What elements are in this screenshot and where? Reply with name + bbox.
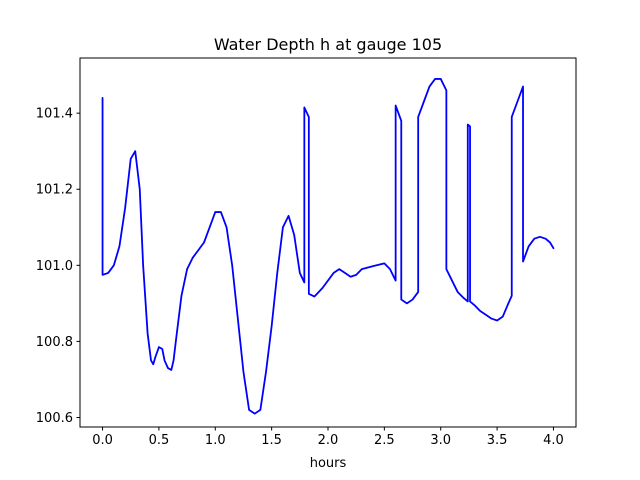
x-tick-label: 2.5 <box>374 433 395 448</box>
y-tick-label: 101.0 <box>36 259 73 274</box>
y-tick-label: 101.2 <box>36 183 73 198</box>
x-tick-label: 0.5 <box>149 433 170 448</box>
x-tick-label: 3.5 <box>487 433 508 448</box>
x-tick-label: 3.0 <box>430 433 451 448</box>
y-axis-ticks: 100.6 100.8 101.0 101.2 101.4 <box>36 107 80 426</box>
axes-frame <box>79 57 577 428</box>
series-line-0 <box>101 78 555 415</box>
plot-area <box>101 78 555 415</box>
x-tick-label: 0.0 <box>92 433 113 448</box>
chart-title: Water Depth h at gauge 105 <box>214 35 442 54</box>
x-tick-label: 1.5 <box>261 433 282 448</box>
y-tick-label: 100.8 <box>36 335 73 350</box>
y-tick-label: 100.6 <box>36 411 73 426</box>
x-tick-label: 2.0 <box>318 433 339 448</box>
x-tick-label: 1.0 <box>205 433 226 448</box>
x-tick-label: 4.0 <box>543 433 564 448</box>
y-tick-label: 101.4 <box>36 107 73 122</box>
x-axis-ticks: 0.0 0.5 1.0 1.5 2.0 2.5 3.0 3.5 4.0 <box>92 427 564 448</box>
x-axis-label: hours <box>310 456 347 471</box>
